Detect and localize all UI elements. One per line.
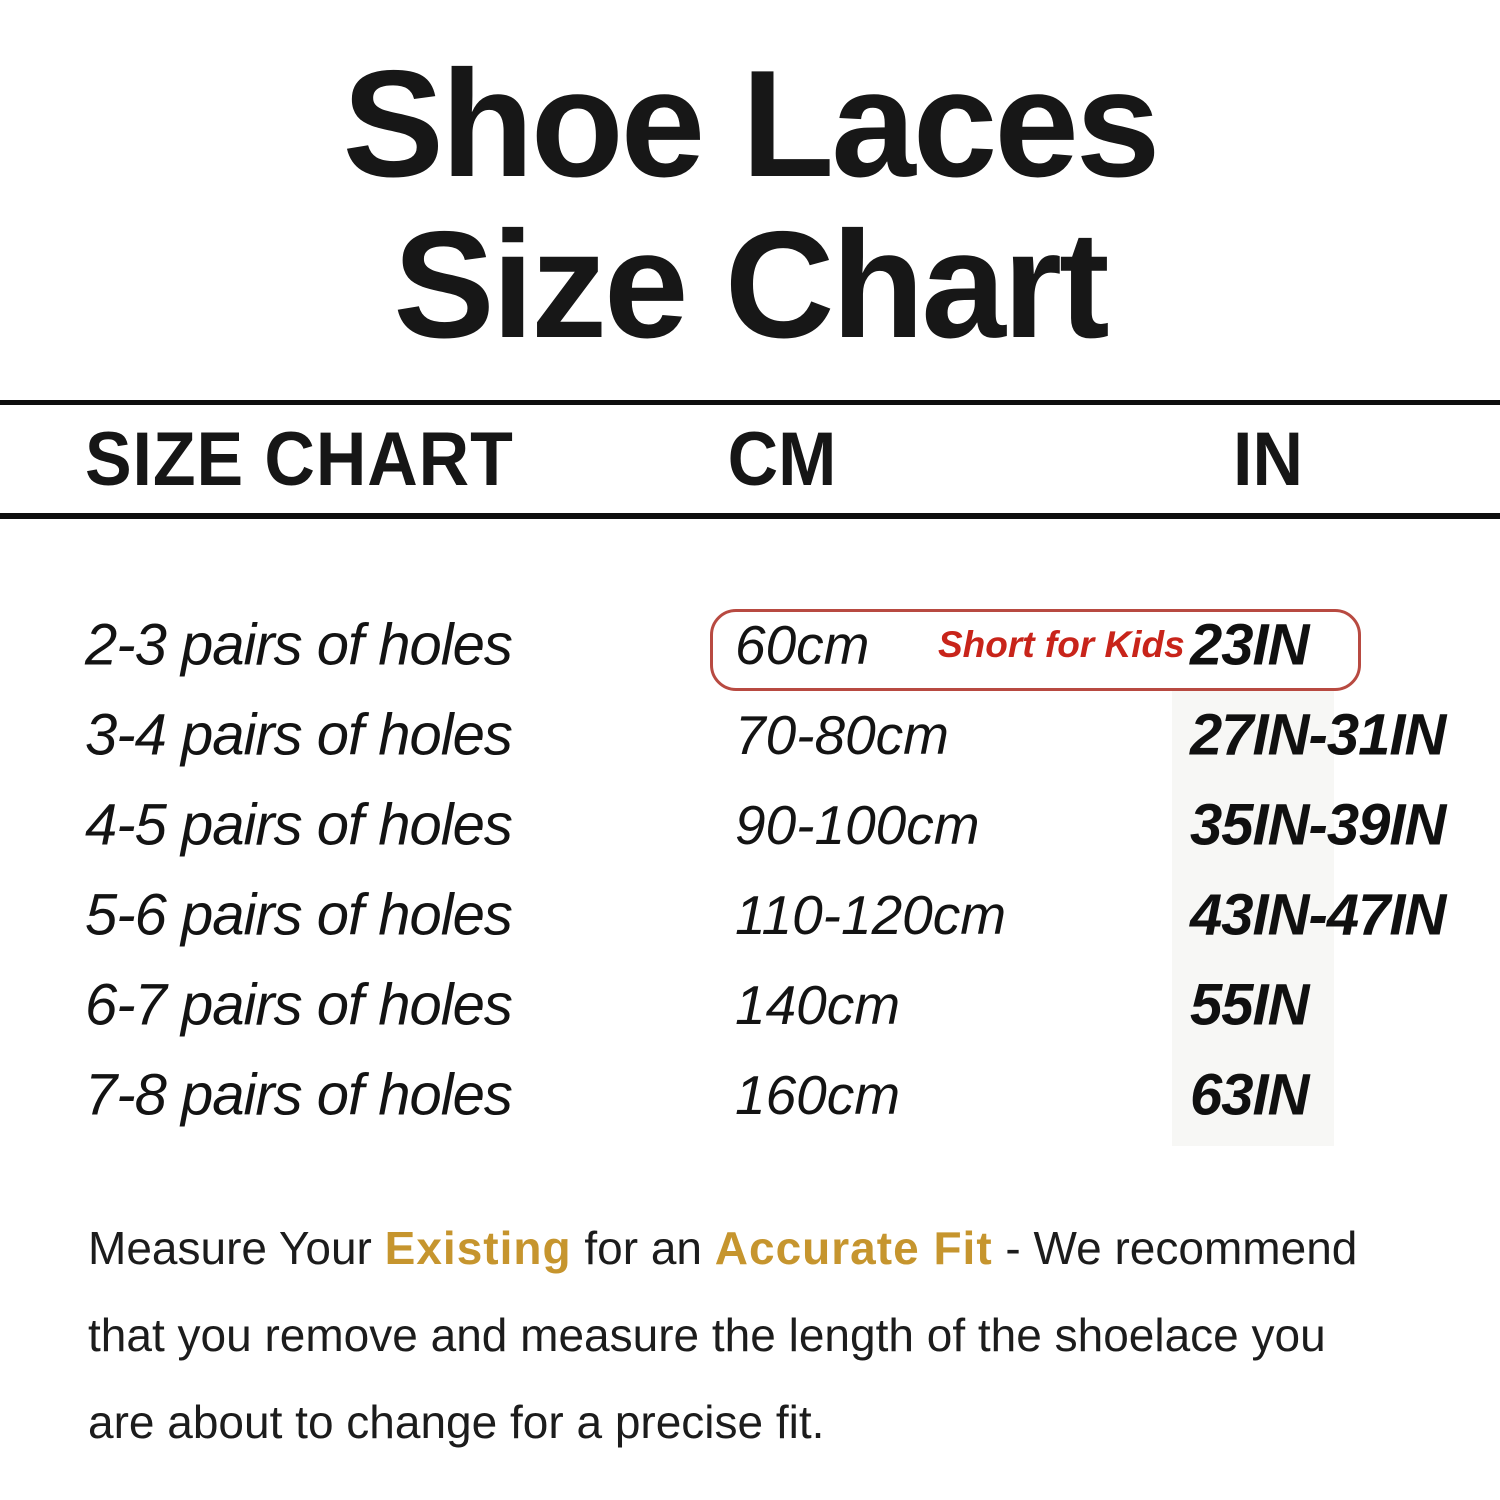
- cell-cm: 90-100cm: [735, 794, 980, 856]
- in-column-highlight-band: [1172, 688, 1334, 1146]
- cell-in: 27IN-31IN: [1190, 702, 1446, 768]
- column-header-cm: CM: [727, 417, 837, 502]
- cell-holes: 5-6 pairs of holes: [85, 882, 513, 948]
- table-row: 5-6 pairs of holes 110-120cm 43IN-47IN: [0, 870, 1500, 960]
- cell-kids-note: Short for Kids: [938, 624, 1185, 665]
- page-title-line1: Shoe Laces: [342, 39, 1161, 209]
- cell-cm: 140cm: [735, 974, 901, 1036]
- cell-cm: 160cm: [735, 1064, 901, 1126]
- measure-note: Measure Your Existing for an Accurate Fi…: [88, 1205, 1458, 1466]
- measure-note-text: Measure Your: [88, 1222, 385, 1274]
- cell-in: 63IN: [1190, 1062, 1310, 1128]
- measure-note-text: are about to change for a precise fit.: [88, 1396, 825, 1448]
- table-row: 3-4 pairs of holes 70-80cm 27IN-31IN: [0, 690, 1500, 780]
- table-row: 2-3 pairs of holes 60cm Short for Kids 23IN: [0, 600, 1500, 690]
- kids-size-highlight-box: [710, 609, 1361, 691]
- measure-note-line: that you remove and measure the length o…: [88, 1292, 1458, 1379]
- cell-cm: 70-80cm: [735, 704, 949, 766]
- header-bottom-rule: [0, 513, 1500, 519]
- measure-note-text: that you remove and measure the length o…: [88, 1309, 1326, 1361]
- page-title: Shoe Laces Size Chart: [0, 44, 1500, 366]
- cell-holes: 4-5 pairs of holes: [85, 792, 513, 858]
- cell-cm: 60cm: [735, 614, 870, 676]
- cell-in: 35IN-39IN: [1190, 792, 1446, 858]
- column-header-in: IN: [1233, 417, 1303, 502]
- measure-note-line: Measure Your Existing for an Accurate Fi…: [88, 1205, 1458, 1292]
- cell-holes: 7-8 pairs of holes: [85, 1062, 513, 1128]
- header-top-rule: [0, 400, 1500, 405]
- cell-in: 55IN: [1190, 972, 1310, 1038]
- cell-holes: 6-7 pairs of holes: [85, 972, 513, 1038]
- measure-note-highlight: Accurate Fit: [714, 1222, 993, 1274]
- measure-note-highlight: Existing: [384, 1222, 572, 1274]
- measure-note-text: for an: [571, 1222, 715, 1274]
- measure-note-line: are about to change for a precise fit.: [88, 1379, 1458, 1466]
- cell-cm: 110-120cm: [735, 884, 1007, 946]
- cell-holes: 3-4 pairs of holes: [85, 702, 513, 768]
- cell-holes: 2-3 pairs of holes: [85, 612, 513, 678]
- cell-in: 23IN: [1190, 612, 1310, 678]
- page-title-line2: Size Chart: [393, 200, 1109, 370]
- cell-in: 43IN-47IN: [1190, 882, 1446, 948]
- table-row: 6-7 pairs of holes 140cm 55IN: [0, 960, 1500, 1050]
- measure-note-text: - We recommend: [992, 1222, 1358, 1274]
- table-row: 7-8 pairs of holes 160cm 63IN: [0, 1050, 1500, 1140]
- table-row: 4-5 pairs of holes 90-100cm 35IN-39IN: [0, 780, 1500, 870]
- column-header-size-chart: SIZE CHART: [85, 417, 514, 502]
